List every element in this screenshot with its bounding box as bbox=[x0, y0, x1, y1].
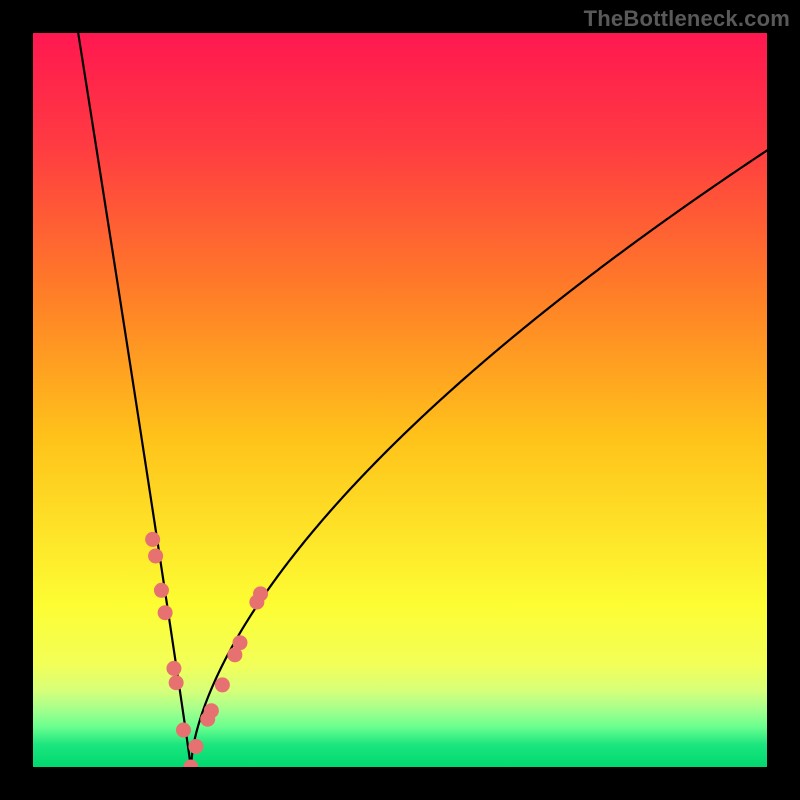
watermark-text: TheBottleneck.com bbox=[584, 6, 790, 32]
data-marker bbox=[232, 635, 247, 650]
chart-container: TheBottleneck.com bbox=[0, 0, 800, 800]
chart-plot-area bbox=[33, 33, 767, 767]
data-marker bbox=[204, 703, 219, 718]
data-marker bbox=[158, 605, 173, 620]
gradient-background bbox=[33, 33, 767, 767]
data-marker bbox=[169, 675, 184, 690]
data-marker bbox=[166, 661, 181, 676]
data-marker bbox=[188, 739, 203, 754]
chart-svg bbox=[33, 33, 767, 767]
data-marker bbox=[154, 583, 169, 598]
data-marker bbox=[253, 586, 268, 601]
data-marker bbox=[176, 723, 191, 738]
data-marker bbox=[148, 548, 163, 563]
data-marker bbox=[215, 677, 230, 692]
data-marker bbox=[145, 532, 160, 547]
